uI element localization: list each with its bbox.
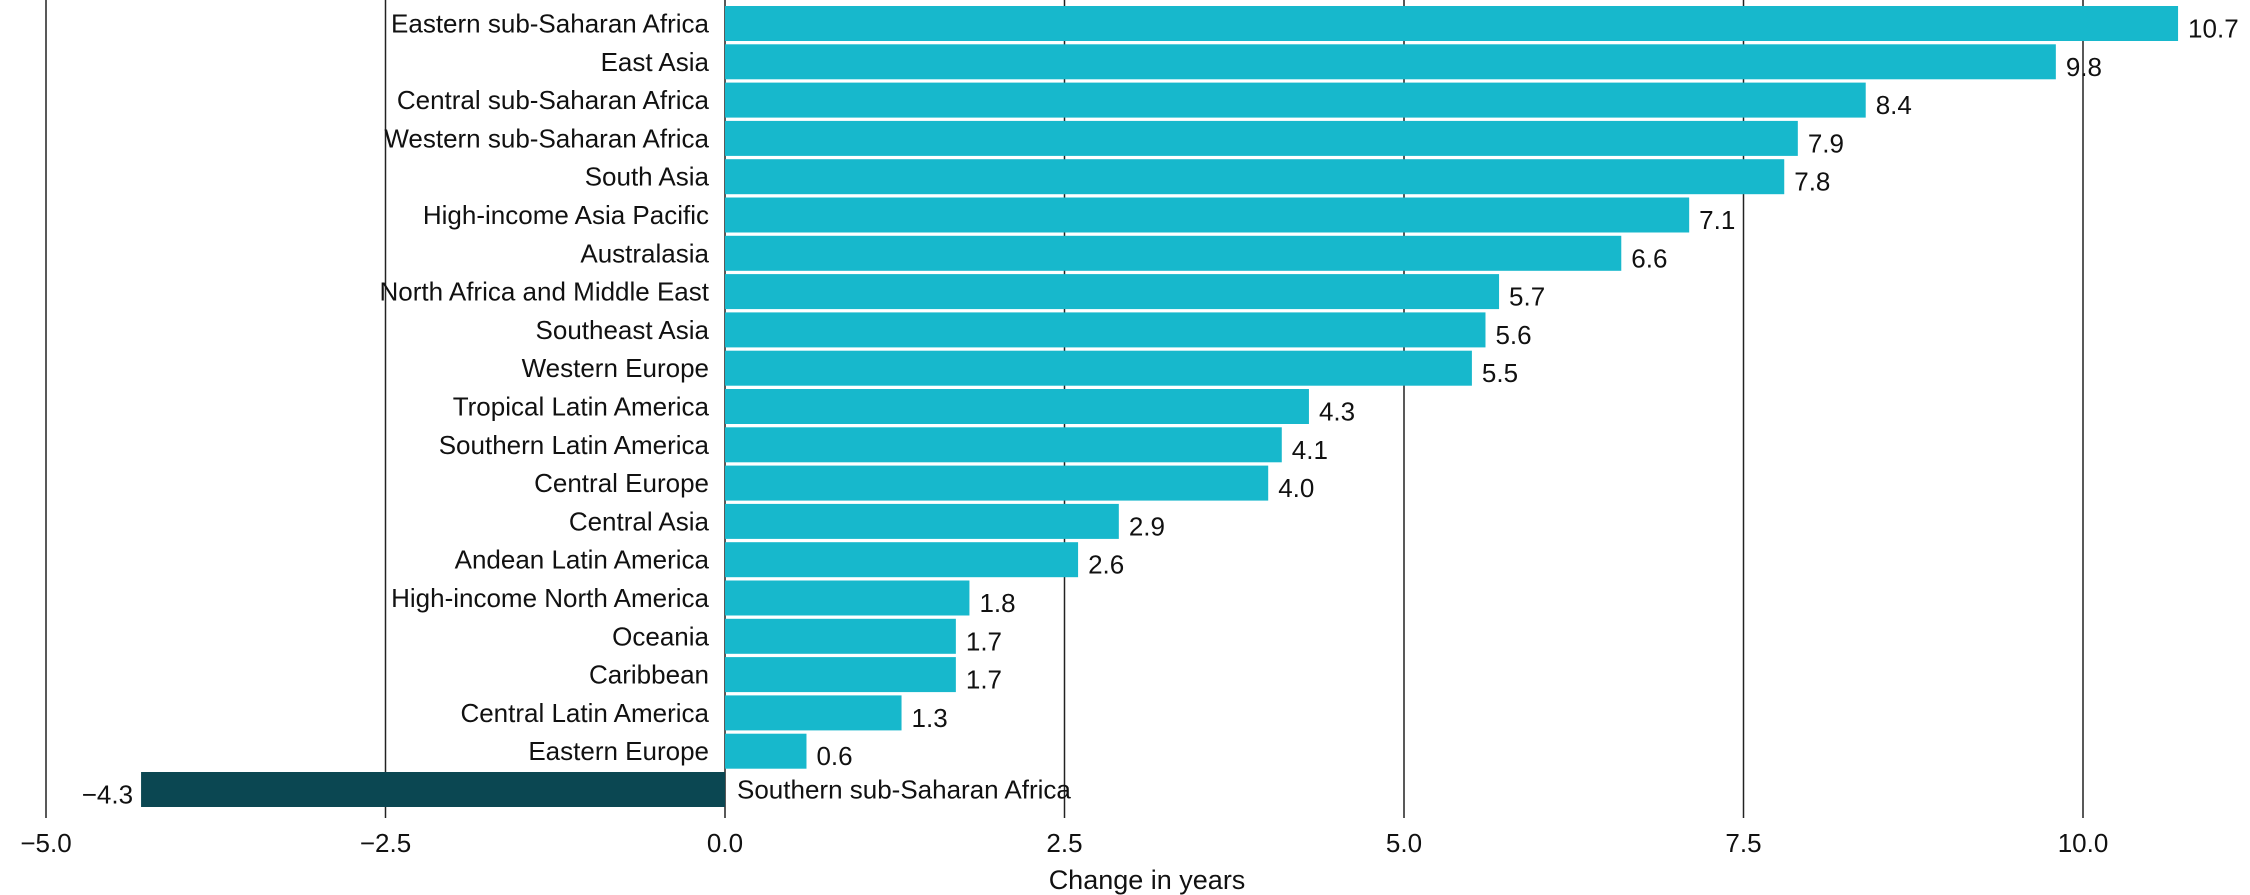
category-label: High-income North America — [391, 583, 709, 613]
bar-australasia — [725, 235, 1622, 271]
value-label: 5.7 — [1509, 282, 1545, 312]
value-label: 5.5 — [1482, 358, 1518, 388]
value-label: 2.6 — [1088, 550, 1124, 580]
value-label: 6.6 — [1631, 243, 1667, 273]
value-label: 0.6 — [816, 741, 852, 771]
value-label: 7.8 — [1794, 167, 1830, 197]
bar-western-sub-saharan-africa — [725, 120, 1798, 156]
bar-east-asia — [725, 44, 2056, 80]
bar-high-income-asia-pacific — [725, 197, 1690, 233]
value-label: 9.8 — [2066, 52, 2102, 82]
bar-central-sub-saharan-africa — [725, 82, 1866, 118]
x-tick-label: −5.0 — [20, 828, 71, 858]
category-label: South Asia — [585, 162, 710, 192]
bars — [141, 6, 2179, 807]
bar-central-latin-america — [725, 695, 902, 731]
x-tick-label: 7.5 — [1725, 828, 1761, 858]
bar-central-asia — [725, 503, 1119, 539]
value-label: 1.7 — [966, 626, 1002, 656]
value-label: 4.1 — [1292, 435, 1328, 465]
bar-north-africa-and-middle-east — [725, 274, 1500, 310]
bar-eastern-sub-saharan-africa — [725, 6, 2179, 41]
category-label: High-income Asia Pacific — [423, 200, 709, 230]
category-label: Australasia — [580, 238, 709, 268]
category-label: Southern Latin America — [439, 430, 710, 460]
bar-high-income-north-america — [725, 580, 970, 616]
value-label: 1.8 — [979, 588, 1015, 618]
bar-southeast-asia — [725, 312, 1486, 348]
category-label: Tropical Latin America — [453, 392, 710, 422]
labels: Eastern sub-Saharan Africa 10.7 East Asia 9… — [82, 9, 2239, 810]
value-label: 10.7 — [2188, 14, 2239, 44]
category-label: Southeast Asia — [536, 315, 710, 345]
category-label: North Africa and Middle East — [380, 277, 710, 307]
value-label: 7.1 — [1699, 205, 1735, 235]
category-label: Central Europe — [534, 468, 709, 498]
value-label: 4.3 — [1319, 397, 1355, 427]
x-tick-label: 0.0 — [707, 828, 743, 858]
x-tick-label: 10.0 — [2058, 828, 2109, 858]
x-tick-label: −2.5 — [360, 828, 411, 858]
x-tick-label: 2.5 — [1046, 828, 1082, 858]
value-label: 8.4 — [1876, 90, 1912, 120]
category-label: Central Latin America — [460, 698, 709, 728]
category-label: Caribbean — [589, 660, 709, 690]
bar-andean-latin-america — [725, 542, 1079, 578]
category-label: East Asia — [601, 47, 710, 77]
bar-southern-sub-saharan-africa — [141, 772, 725, 807]
bar-western-europe — [725, 350, 1472, 386]
x-tick-label: 5.0 — [1386, 828, 1422, 858]
category-label: Eastern sub-Saharan Africa — [391, 9, 709, 39]
value-label: 5.6 — [1495, 320, 1531, 350]
x-axis: −5.0 −2.5 0.0 2.5 5.0 7.5 10.0 — [20, 828, 2108, 858]
category-label: Western sub-Saharan Africa — [384, 123, 709, 153]
category-label: Oceania — [612, 621, 709, 651]
bar-eastern-europe — [725, 733, 807, 769]
category-label: Central Asia — [569, 506, 710, 536]
x-axis-title: Change in years — [1049, 865, 1246, 895]
bar-south-asia — [725, 159, 1785, 195]
value-label: 7.9 — [1808, 128, 1844, 158]
bar-central-europe — [725, 465, 1269, 501]
value-label: 1.7 — [966, 665, 1002, 695]
bar-southern-latin-america — [725, 427, 1282, 463]
value-label: 1.3 — [912, 703, 948, 733]
bar-caribbean — [725, 657, 956, 693]
category-label: Western Europe — [522, 353, 709, 383]
value-label: 2.9 — [1129, 511, 1165, 541]
category-label: Central sub-Saharan Africa — [397, 85, 710, 115]
bar-tropical-latin-america — [725, 389, 1309, 424]
category-label: Southern sub-Saharan Africa — [737, 775, 1071, 805]
value-label: 4.0 — [1278, 473, 1314, 503]
category-label: Eastern Europe — [528, 736, 709, 766]
bar-oceania — [725, 618, 956, 654]
category-label: Andean Latin America — [455, 545, 710, 575]
value-label: −4.3 — [82, 780, 133, 810]
